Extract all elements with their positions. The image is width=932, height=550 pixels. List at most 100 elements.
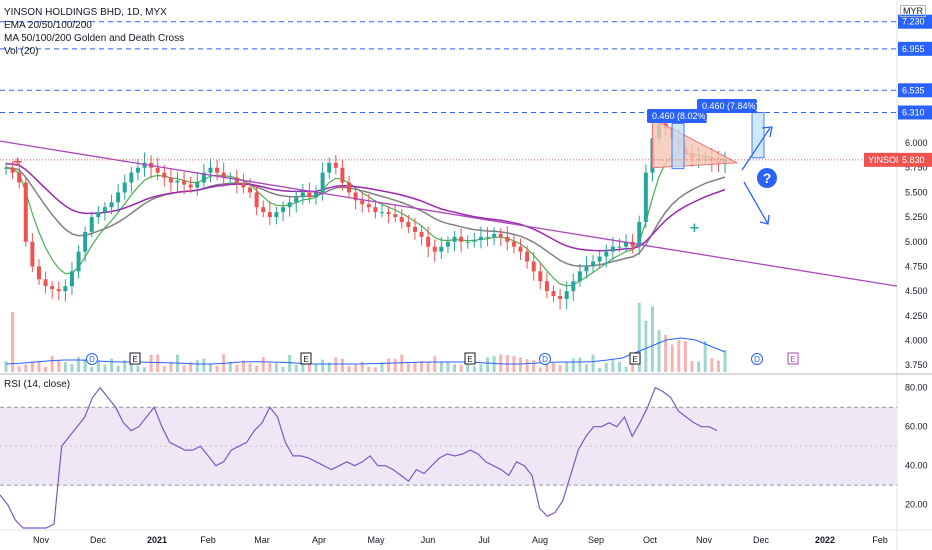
indicator-ema[interactable]: EMA 20/50/100/200 bbox=[4, 20, 92, 31]
indicator-ma[interactable]: MA 50/100/200 Golden and Death Cross bbox=[4, 33, 185, 44]
price-ticks: 6.000 5.750 5.500 5.250 5.000 4.750 4.500 4.250… bbox=[905, 138, 928, 370]
volume-bar bbox=[208, 364, 212, 372]
volume-bar bbox=[584, 364, 588, 372]
candle-body bbox=[56, 289, 61, 292]
measure-ruler-1 bbox=[671, 122, 685, 170]
volume-bar bbox=[532, 360, 536, 372]
level-badge bbox=[898, 83, 932, 98]
candle-body bbox=[23, 182, 28, 242]
time-tick-label: 2022 bbox=[815, 535, 835, 545]
volume-bar bbox=[241, 360, 245, 372]
price-tick-label: 5.500 bbox=[905, 187, 928, 197]
earnings-marker-label: E bbox=[790, 355, 795, 364]
volume-bar bbox=[598, 367, 602, 372]
volume-bar bbox=[545, 363, 549, 372]
currency-label[interactable]: MYR bbox=[900, 5, 926, 17]
volume-bar bbox=[195, 360, 199, 372]
volume-bar bbox=[30, 361, 34, 372]
level-badge bbox=[898, 14, 932, 29]
candle-body bbox=[50, 286, 55, 290]
volume-bar bbox=[24, 364, 28, 372]
candle-body bbox=[472, 239, 477, 242]
candle-body bbox=[498, 233, 503, 237]
candle-body bbox=[261, 207, 266, 213]
rsi-line bbox=[0, 386, 718, 529]
volume-bar bbox=[37, 360, 41, 372]
candle-body bbox=[399, 217, 404, 223]
rsi-band bbox=[0, 407, 897, 486]
volume-bars bbox=[4, 302, 727, 372]
arrow-up bbox=[741, 127, 771, 171]
volume-bar bbox=[294, 364, 298, 372]
level-badge-text: 6.535 bbox=[902, 85, 925, 95]
level-badge-text: 6.310 bbox=[902, 107, 925, 117]
candle-body bbox=[630, 241, 635, 247]
last-price-badge-text: 5.830 bbox=[902, 155, 925, 165]
volume-bar bbox=[189, 362, 193, 372]
volume-bar bbox=[677, 340, 681, 372]
candle-body bbox=[188, 184, 193, 188]
candle-body bbox=[248, 187, 253, 193]
trend-line bbox=[0, 140, 898, 287]
arrow-down-head bbox=[759, 214, 770, 225]
price-tick-label: 4.500 bbox=[905, 286, 928, 296]
earnings-marker-label: E bbox=[632, 355, 637, 364]
time-tick-label: Dec bbox=[90, 535, 107, 545]
symbol-title[interactable]: YINSON HOLDINGS BHD, 1D, MYX bbox=[4, 7, 167, 18]
volume-bar bbox=[413, 361, 417, 372]
volume-bar bbox=[334, 357, 338, 372]
level-badge bbox=[898, 41, 932, 56]
volume-bar bbox=[169, 361, 173, 372]
volume-bar bbox=[354, 364, 358, 372]
volume-bar bbox=[215, 365, 219, 372]
volume-bar bbox=[77, 357, 81, 372]
candle-body bbox=[281, 207, 286, 213]
candle-body bbox=[135, 167, 140, 173]
volume-bar bbox=[4, 361, 8, 372]
candle-body bbox=[637, 222, 642, 247]
candle-body bbox=[485, 236, 490, 238]
volume-bar bbox=[202, 358, 206, 372]
candle-body bbox=[558, 296, 563, 299]
volume-bar bbox=[664, 335, 668, 372]
volume-bar bbox=[479, 364, 483, 372]
candle-body bbox=[109, 202, 114, 208]
time-tick-label: Feb bbox=[872, 535, 888, 545]
volume-bar bbox=[591, 354, 595, 372]
candle-body bbox=[366, 204, 371, 208]
volume-bar bbox=[288, 355, 292, 372]
candle-body bbox=[307, 192, 312, 198]
drawings[interactable]: 0.460 (8.02%) 920.460 (7.84%) 92? + + bbox=[0, 99, 898, 287]
volume-bar bbox=[314, 364, 318, 372]
earnings-marker bbox=[300, 352, 312, 365]
symbol-badge-text: YINSON bbox=[868, 155, 903, 165]
volume-bar bbox=[321, 359, 325, 372]
candle-body bbox=[182, 180, 187, 185]
volume-bar bbox=[710, 358, 714, 372]
rsi-tick-label: 20.00 bbox=[905, 500, 928, 510]
volume-bar bbox=[499, 354, 503, 372]
dividend-marker bbox=[86, 353, 98, 365]
volume-bar bbox=[406, 363, 410, 372]
volume-bar bbox=[149, 354, 153, 372]
volume-bar bbox=[400, 354, 404, 372]
time-tick-label: Jul bbox=[478, 535, 490, 545]
volume-bar bbox=[162, 366, 166, 372]
volume-bar bbox=[340, 358, 344, 372]
candle-body bbox=[195, 182, 200, 188]
volume-bar bbox=[70, 364, 74, 372]
indicator-volume[interactable]: Vol (20) bbox=[4, 46, 39, 57]
candle-body bbox=[360, 200, 365, 205]
candle-body bbox=[511, 241, 516, 247]
candle-body bbox=[254, 192, 259, 208]
dividend-marker-label: D bbox=[542, 355, 548, 364]
time-ticks: Nov Dec 2021 Feb Mar Apr May Jun Jul Aug Sep Oct Nov… bbox=[33, 535, 888, 545]
earnings-marker-label: E bbox=[132, 355, 137, 364]
time-tick-label: 2021 bbox=[147, 535, 167, 545]
candle-body bbox=[610, 246, 615, 252]
indicator-rsi[interactable]: RSI (14, close) bbox=[4, 379, 71, 390]
volume-bar bbox=[360, 361, 364, 372]
candle-body bbox=[129, 172, 134, 183]
